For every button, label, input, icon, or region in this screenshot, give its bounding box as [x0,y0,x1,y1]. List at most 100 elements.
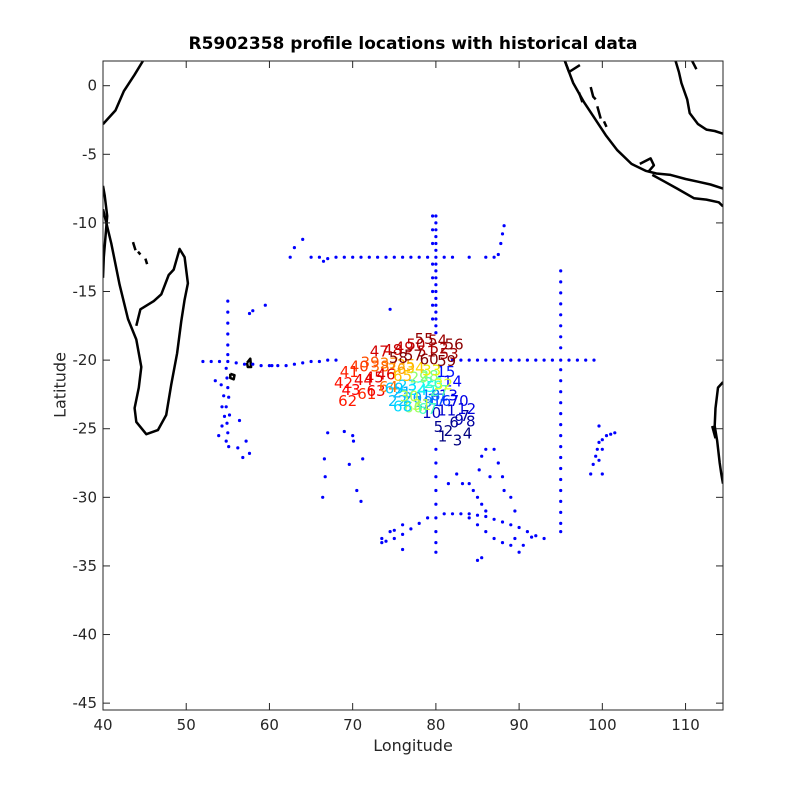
historical-point [259,364,263,368]
profile-label: 21 [392,384,411,402]
historical-point [367,255,371,259]
historical-point [434,269,438,273]
historical-point [225,421,229,425]
historical-point [434,550,438,554]
profile-label: 38 [371,358,390,376]
historical-point [434,303,438,307]
profile-label: 65 [393,367,412,385]
profile-label: 24 [408,381,427,399]
profile-label: 49 [395,338,414,356]
historical-point [600,472,604,476]
historical-point [559,390,563,394]
profile-label: 11 [437,401,456,419]
historical-point [222,394,226,398]
historical-point [559,488,563,493]
historical-point [361,457,365,461]
historical-point [309,255,313,259]
historical-point [484,447,488,451]
coastline-3 [131,241,137,251]
profile-label: 29 [410,369,429,387]
historical-point [500,475,505,479]
historical-point [484,358,488,362]
historical-point [321,259,326,263]
historical-point [247,451,252,455]
historical-point [384,539,388,543]
coastline-19 [710,425,717,439]
profile-label: 44 [354,371,373,389]
historical-point [321,495,325,499]
historical-point [584,358,588,362]
profile-label: 33 [422,362,441,380]
historical-point [263,303,267,307]
profile-label: 30 [400,388,419,406]
historical-point [542,358,546,362]
x-tick-label: 80 [426,716,445,734]
historical-point [401,547,405,552]
historical-point [292,362,296,366]
historical-point [509,358,513,362]
historical-point [220,424,224,428]
historical-point [384,255,388,259]
historical-point [251,362,255,366]
coastline-6 [245,357,253,369]
historical-point [442,255,446,259]
historical-point [220,405,224,409]
x-axis-label: Longitude [373,736,453,755]
historical-point [392,536,396,541]
historical-point [247,311,252,316]
historical-point [342,255,346,259]
historical-point [559,368,563,372]
historical-point [550,358,555,362]
historical-point [559,346,563,350]
historical-point [431,289,435,294]
coastline-10 [639,157,656,173]
profile-label: 5 [434,418,444,436]
profile-label: 45 [365,369,384,387]
profile-label: 66 [404,399,423,417]
profile-label: 32 [434,375,453,393]
profile-label: 67 [418,400,437,418]
historical-point [417,521,421,526]
axes-frame [102,60,724,711]
historical-point [559,412,563,416]
historical-point [431,228,435,232]
historical-point [500,520,505,524]
historical-point [227,395,231,399]
coastline-9 [563,61,581,74]
y-tick-label: -35 [73,557,98,575]
historical-point [376,255,380,259]
historical-point [434,283,438,287]
historical-point [604,434,609,438]
historical-point [509,495,513,499]
profile-label: 57 [404,347,423,365]
profile-label: 40 [350,358,369,376]
historical-point [434,289,438,294]
historical-point [600,447,604,451]
historical-point [431,262,435,266]
historical-point [347,462,351,466]
historical-point [434,235,438,239]
profile-label: 70 [450,392,469,410]
historical-point [326,431,330,435]
historical-point [417,255,421,259]
historical-point [284,364,288,368]
historical-point [492,358,496,362]
historical-point [499,241,503,246]
historical-point [446,482,450,486]
historical-point [388,307,392,311]
historical-point [309,359,313,364]
historical-point [434,516,438,520]
profile-label: 19 [414,393,433,411]
historical-point [401,523,405,527]
y-tick-label: -25 [73,420,98,438]
historical-point [559,445,563,449]
historical-point [392,528,396,532]
historical-point [484,509,488,513]
historical-point [351,255,355,259]
historical-point [226,343,230,347]
historical-point [475,558,480,563]
profile-label: 62 [338,392,357,410]
y-tick-label: -30 [73,488,98,506]
profile-label: 34 [406,359,425,377]
